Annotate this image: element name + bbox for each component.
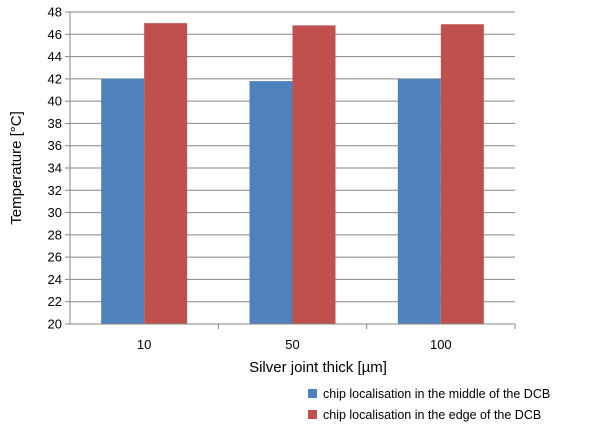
y-tick-labels: 20 22 24 26 28 30 32 34 36 38 40 42 44 46 48 [48,5,62,332]
bar-edge-100 [440,24,484,325]
y-tick-label: 38 [48,116,62,131]
y-tick-label: 46 [48,27,62,42]
x-tick-labels: 10 50 100 [137,337,452,352]
bar-middle-100 [397,78,441,324]
x-tick-label: 10 [137,337,151,352]
x-axis-title: Silver joint thick [µm] [249,359,387,376]
axes [69,12,516,329]
y-tick-label: 20 [48,317,62,332]
legend-swatch-middle [308,389,317,398]
legend-label-middle: chip localisation in the middle of the D… [323,387,550,401]
y-tick-label: 30 [48,205,62,220]
x-tick-label: 50 [285,337,299,352]
bar-edge-50 [292,25,336,324]
y-tick-label: 42 [48,71,62,86]
y-tick-label: 24 [48,272,62,287]
y-tick-label: 34 [48,161,62,176]
bar-middle-10 [101,78,145,324]
y-axis-title: Temperature [°C] [8,111,25,225]
y-tick-label: 44 [48,49,62,64]
legend-swatch-edge [308,410,317,419]
bar-edge-10 [144,23,188,325]
y-tick-label: 40 [48,94,62,109]
x-tick-label: 100 [430,337,452,352]
bars [101,23,484,325]
legend-label-edge: chip localisation in the edge of the DCB [323,408,541,422]
y-tick-label: 36 [48,138,62,153]
y-tick-label: 22 [48,294,62,309]
bar-middle-50 [249,81,293,324]
legend: chip localisation in the middle of the D… [308,387,550,422]
y-tick-label: 26 [48,250,62,265]
y-tick-label: 32 [48,183,62,198]
y-tick-label: 28 [48,227,62,242]
y-tick-label: 48 [48,5,62,20]
